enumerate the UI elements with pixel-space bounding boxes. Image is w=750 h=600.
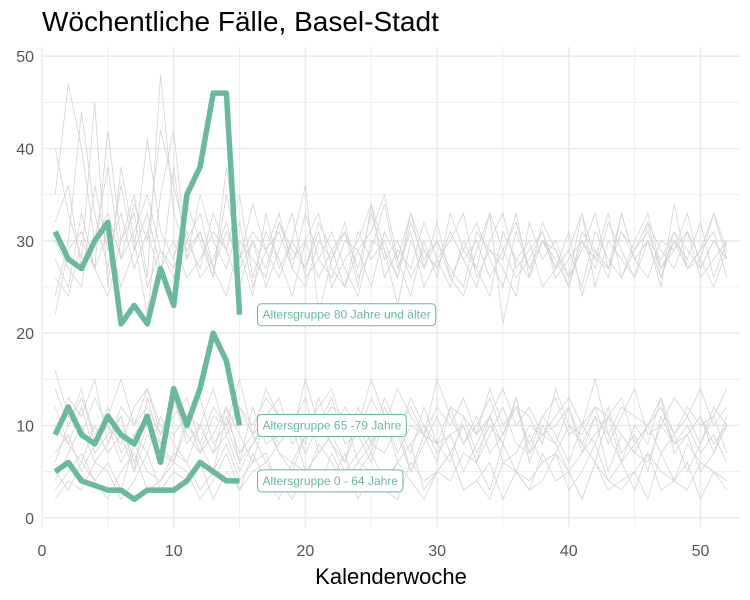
chart-title: Wöchentliche Fälle, Basel-Stadt (42, 6, 439, 37)
background-series-line-18 (54, 452, 728, 501)
background-series-line-2 (54, 83, 728, 298)
highlight-series-line-3 (53, 459, 240, 503)
y-tick-label: 50 (16, 49, 34, 66)
x-tick-label: 0 (38, 543, 47, 560)
x-tick-label: 20 (296, 543, 314, 560)
series-label-1: Altersgruppe 80 Jahre und älter (263, 308, 431, 322)
background-series-line-8 (54, 211, 728, 298)
x-axis-title: Kalenderwoche (315, 564, 467, 589)
y-tick-label: 0 (25, 511, 34, 528)
series-label-box-3 (257, 469, 404, 493)
y-tick-label: 20 (16, 326, 34, 343)
highlight-series-line-1 (52, 90, 243, 327)
x-tick-label: 50 (692, 543, 710, 560)
series-label-box-2 (257, 413, 407, 437)
series-label-2: Altersgruppe 65 -79 Jahre (263, 418, 402, 432)
y-tick-label: 10 (16, 418, 34, 435)
series-label-box-1 (257, 303, 437, 327)
highlight-series-line-2 (52, 330, 243, 466)
y-tick-label: 30 (16, 234, 34, 251)
x-tick-label: 10 (165, 543, 183, 560)
background-series-line-16 (54, 414, 728, 482)
background-series-line-7 (54, 185, 728, 289)
x-tick-label: 40 (560, 543, 578, 560)
background-series-line-6 (54, 211, 728, 315)
y-tick-label: 40 (16, 142, 34, 159)
background-series-line-5 (54, 166, 728, 289)
series-label-3: Altersgruppe 0 - 64 Jahre (263, 474, 399, 488)
x-tick-label: 30 (428, 543, 446, 560)
